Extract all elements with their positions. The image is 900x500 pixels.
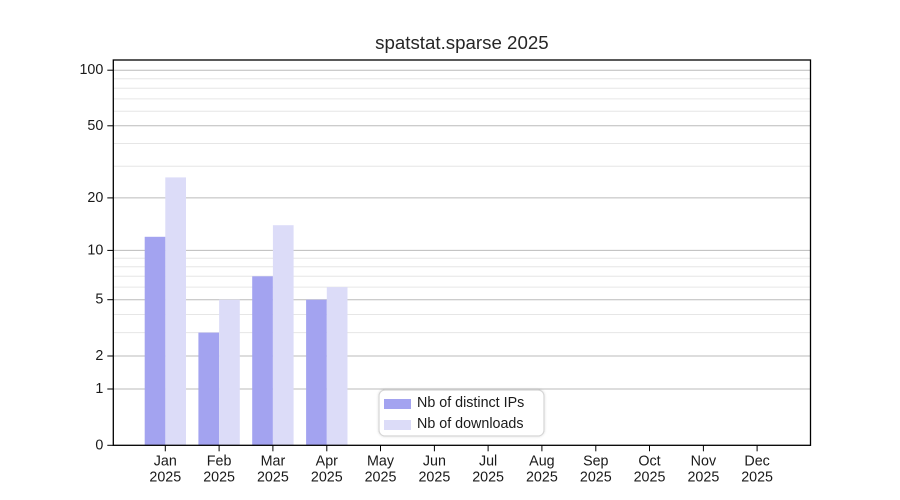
- svg-text:Jan: Jan: [154, 453, 177, 469]
- svg-text:Nb of distinct IPs: Nb of distinct IPs: [417, 395, 524, 411]
- svg-text:2025: 2025: [687, 469, 719, 485]
- svg-text:Mar: Mar: [261, 453, 286, 469]
- svg-text:2025: 2025: [526, 469, 558, 485]
- svg-text:Aug: Aug: [529, 453, 554, 469]
- svg-text:2: 2: [95, 348, 103, 364]
- svg-text:2025: 2025: [149, 469, 181, 485]
- svg-text:2025: 2025: [741, 469, 773, 485]
- svg-text:50: 50: [87, 118, 103, 134]
- svg-text:2025: 2025: [580, 469, 612, 485]
- svg-text:2025: 2025: [365, 469, 397, 485]
- svg-text:Feb: Feb: [207, 453, 232, 469]
- svg-text:1: 1: [95, 381, 103, 397]
- svg-text:Sep: Sep: [583, 453, 608, 469]
- svg-text:Nov: Nov: [691, 453, 717, 469]
- svg-text:Nb of downloads: Nb of downloads: [417, 416, 524, 432]
- svg-text:100: 100: [79, 62, 103, 78]
- svg-text:0: 0: [95, 437, 103, 453]
- svg-text:Apr: Apr: [316, 453, 338, 469]
- svg-text:spatstat.sparse 2025: spatstat.sparse 2025: [375, 32, 549, 53]
- svg-text:5: 5: [95, 292, 103, 308]
- svg-text:Oct: Oct: [638, 453, 660, 469]
- svg-text:20: 20: [87, 190, 103, 206]
- svg-text:Dec: Dec: [744, 453, 769, 469]
- svg-text:2025: 2025: [203, 469, 235, 485]
- svg-text:May: May: [367, 453, 395, 469]
- svg-text:2025: 2025: [418, 469, 450, 485]
- svg-text:Jun: Jun: [423, 453, 446, 469]
- svg-text:2025: 2025: [472, 469, 504, 485]
- svg-text:2025: 2025: [311, 469, 343, 485]
- svg-text:Jul: Jul: [479, 453, 497, 469]
- svg-text:2025: 2025: [257, 469, 289, 485]
- svg-text:10: 10: [87, 242, 103, 258]
- svg-text:2025: 2025: [634, 469, 666, 485]
